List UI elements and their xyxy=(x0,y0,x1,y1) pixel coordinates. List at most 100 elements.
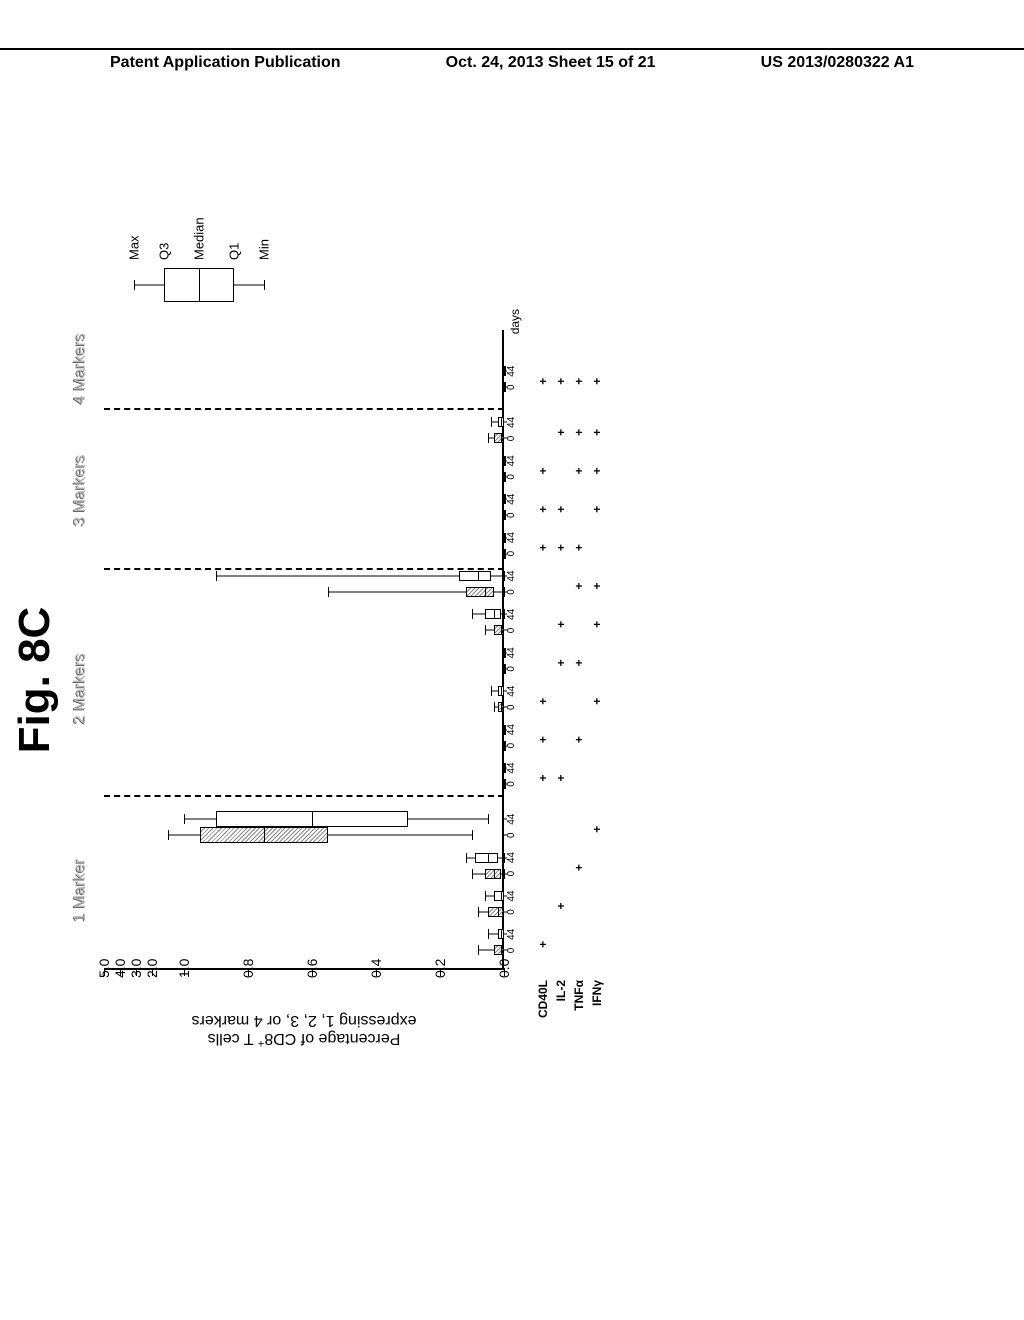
marker-cell: + xyxy=(572,582,586,589)
marker-cell: + xyxy=(554,544,568,551)
marker-row: IFNγ++++++++ xyxy=(590,330,608,970)
boxplot xyxy=(104,494,504,504)
marker-cell: + xyxy=(536,774,550,781)
marker-cell: + xyxy=(572,659,586,666)
page-header: Patent Application Publication Oct. 24, … xyxy=(0,48,1024,72)
days-axis-label: days xyxy=(508,309,522,334)
marker-cell: + xyxy=(572,864,586,871)
x-day-label: 0 xyxy=(506,666,517,672)
marker-cell: + xyxy=(572,429,586,436)
boxplot xyxy=(104,811,504,827)
x-day-label: 0 xyxy=(506,948,517,954)
boxplot xyxy=(104,702,504,712)
x-day-label: 44 xyxy=(506,609,517,620)
x-day-label: 0 xyxy=(506,832,517,838)
group-separator xyxy=(104,568,504,570)
marker-grid: CD40L++++++++IL-2++++++++TNFα++++++++IFN… xyxy=(536,330,608,970)
x-day-label: 0 xyxy=(506,589,517,595)
x-day-label: 0 xyxy=(506,436,517,442)
boxplot xyxy=(104,625,504,635)
boxplot xyxy=(104,853,504,863)
boxplot xyxy=(104,907,504,917)
group-label: 3 Markers xyxy=(72,454,90,525)
boxplot xyxy=(104,533,504,543)
boxplot-legend: Max Q3 Median Q1 Min xyxy=(134,240,264,330)
boxplot xyxy=(104,891,504,901)
x-day-label: 0 xyxy=(506,743,517,749)
marker-cell: + xyxy=(554,378,568,385)
x-day-label: 44 xyxy=(506,762,517,773)
x-day-label: 0 xyxy=(506,551,517,557)
boxplot xyxy=(104,382,504,392)
marker-cell: + xyxy=(554,506,568,513)
boxplot xyxy=(104,725,504,735)
marker-cell: + xyxy=(536,506,550,513)
marker-cell: + xyxy=(572,736,586,743)
boxplot xyxy=(104,945,504,955)
x-day-label: 44 xyxy=(506,890,517,901)
x-day-label: 0 xyxy=(506,384,517,390)
header-right: US 2013/0280322 A1 xyxy=(761,54,914,72)
marker-cell: + xyxy=(554,902,568,909)
marker-cell: + xyxy=(554,429,568,436)
marker-cell: + xyxy=(590,506,604,513)
legend-median: Median xyxy=(192,217,207,260)
legend-max: Max xyxy=(127,235,142,260)
boxplot xyxy=(104,417,504,427)
x-day-label: 44 xyxy=(506,494,517,505)
x-day-label: 44 xyxy=(506,647,517,658)
x-day-label: 44 xyxy=(506,366,517,377)
marker-cell: + xyxy=(572,467,586,474)
marker-cell: + xyxy=(572,378,586,385)
boxplot xyxy=(104,741,504,751)
x-day-label: 44 xyxy=(506,724,517,735)
legend-q3: Q3 xyxy=(157,243,172,260)
figure-8c: Fig. 8C Percentage of CD8+ T cells expre… xyxy=(10,300,1010,1060)
marker-row-label: IL-2 xyxy=(554,980,568,1001)
group-label: 1 Marker xyxy=(72,858,90,921)
marker-cell: + xyxy=(536,544,550,551)
legend-min: Min xyxy=(257,239,272,260)
boxplot xyxy=(104,763,504,773)
x-day-label: 0 xyxy=(506,628,517,634)
marker-cell: + xyxy=(536,698,550,705)
marker-cell: + xyxy=(572,544,586,551)
boxplot xyxy=(104,472,504,482)
x-day-label: 44 xyxy=(506,570,517,581)
header-center: Oct. 24, 2013 Sheet 15 of 21 xyxy=(446,54,656,72)
x-day-label: 0 xyxy=(506,512,517,518)
y-axis-label: Percentage of CD8+ T cells expressing 1,… xyxy=(192,1011,417,1049)
marker-cell: + xyxy=(536,467,550,474)
header-left: Patent Application Publication xyxy=(110,54,341,72)
marker-row: TNFα++++++++ xyxy=(572,330,590,970)
marker-row: CD40L++++++++ xyxy=(536,330,554,970)
x-day-label: 44 xyxy=(506,532,517,543)
boxplot xyxy=(104,366,504,376)
plot-area: 0.00.20.40.60.81.02.03.04.05.00440440440… xyxy=(104,330,504,970)
marker-cell: + xyxy=(590,429,604,436)
marker-cell: + xyxy=(590,621,604,628)
boxplot xyxy=(104,929,504,939)
boxplot xyxy=(104,686,504,696)
x-day-label: 0 xyxy=(506,474,517,480)
marker-row-label: CD40L xyxy=(536,980,550,1018)
boxplot xyxy=(104,456,504,466)
x-day-label: 44 xyxy=(506,929,517,940)
marker-cell: + xyxy=(554,659,568,666)
x-day-label: 0 xyxy=(506,871,517,877)
boxplot xyxy=(104,587,504,597)
boxplot xyxy=(104,664,504,674)
marker-row-label: IFNγ xyxy=(590,980,604,1006)
group-separator xyxy=(104,795,504,797)
x-day-label: 44 xyxy=(506,686,517,697)
boxplot xyxy=(104,549,504,559)
chart-region: Percentage of CD8+ T cells expressing 1,… xyxy=(74,300,974,1060)
marker-cell: + xyxy=(536,941,550,948)
group-separator xyxy=(104,408,504,410)
x-day-label: 44 xyxy=(506,852,517,863)
x-day-label: 0 xyxy=(506,909,517,915)
x-day-label: 44 xyxy=(506,814,517,825)
marker-cell: + xyxy=(554,774,568,781)
boxplot xyxy=(104,433,504,443)
marker-cell: + xyxy=(590,582,604,589)
